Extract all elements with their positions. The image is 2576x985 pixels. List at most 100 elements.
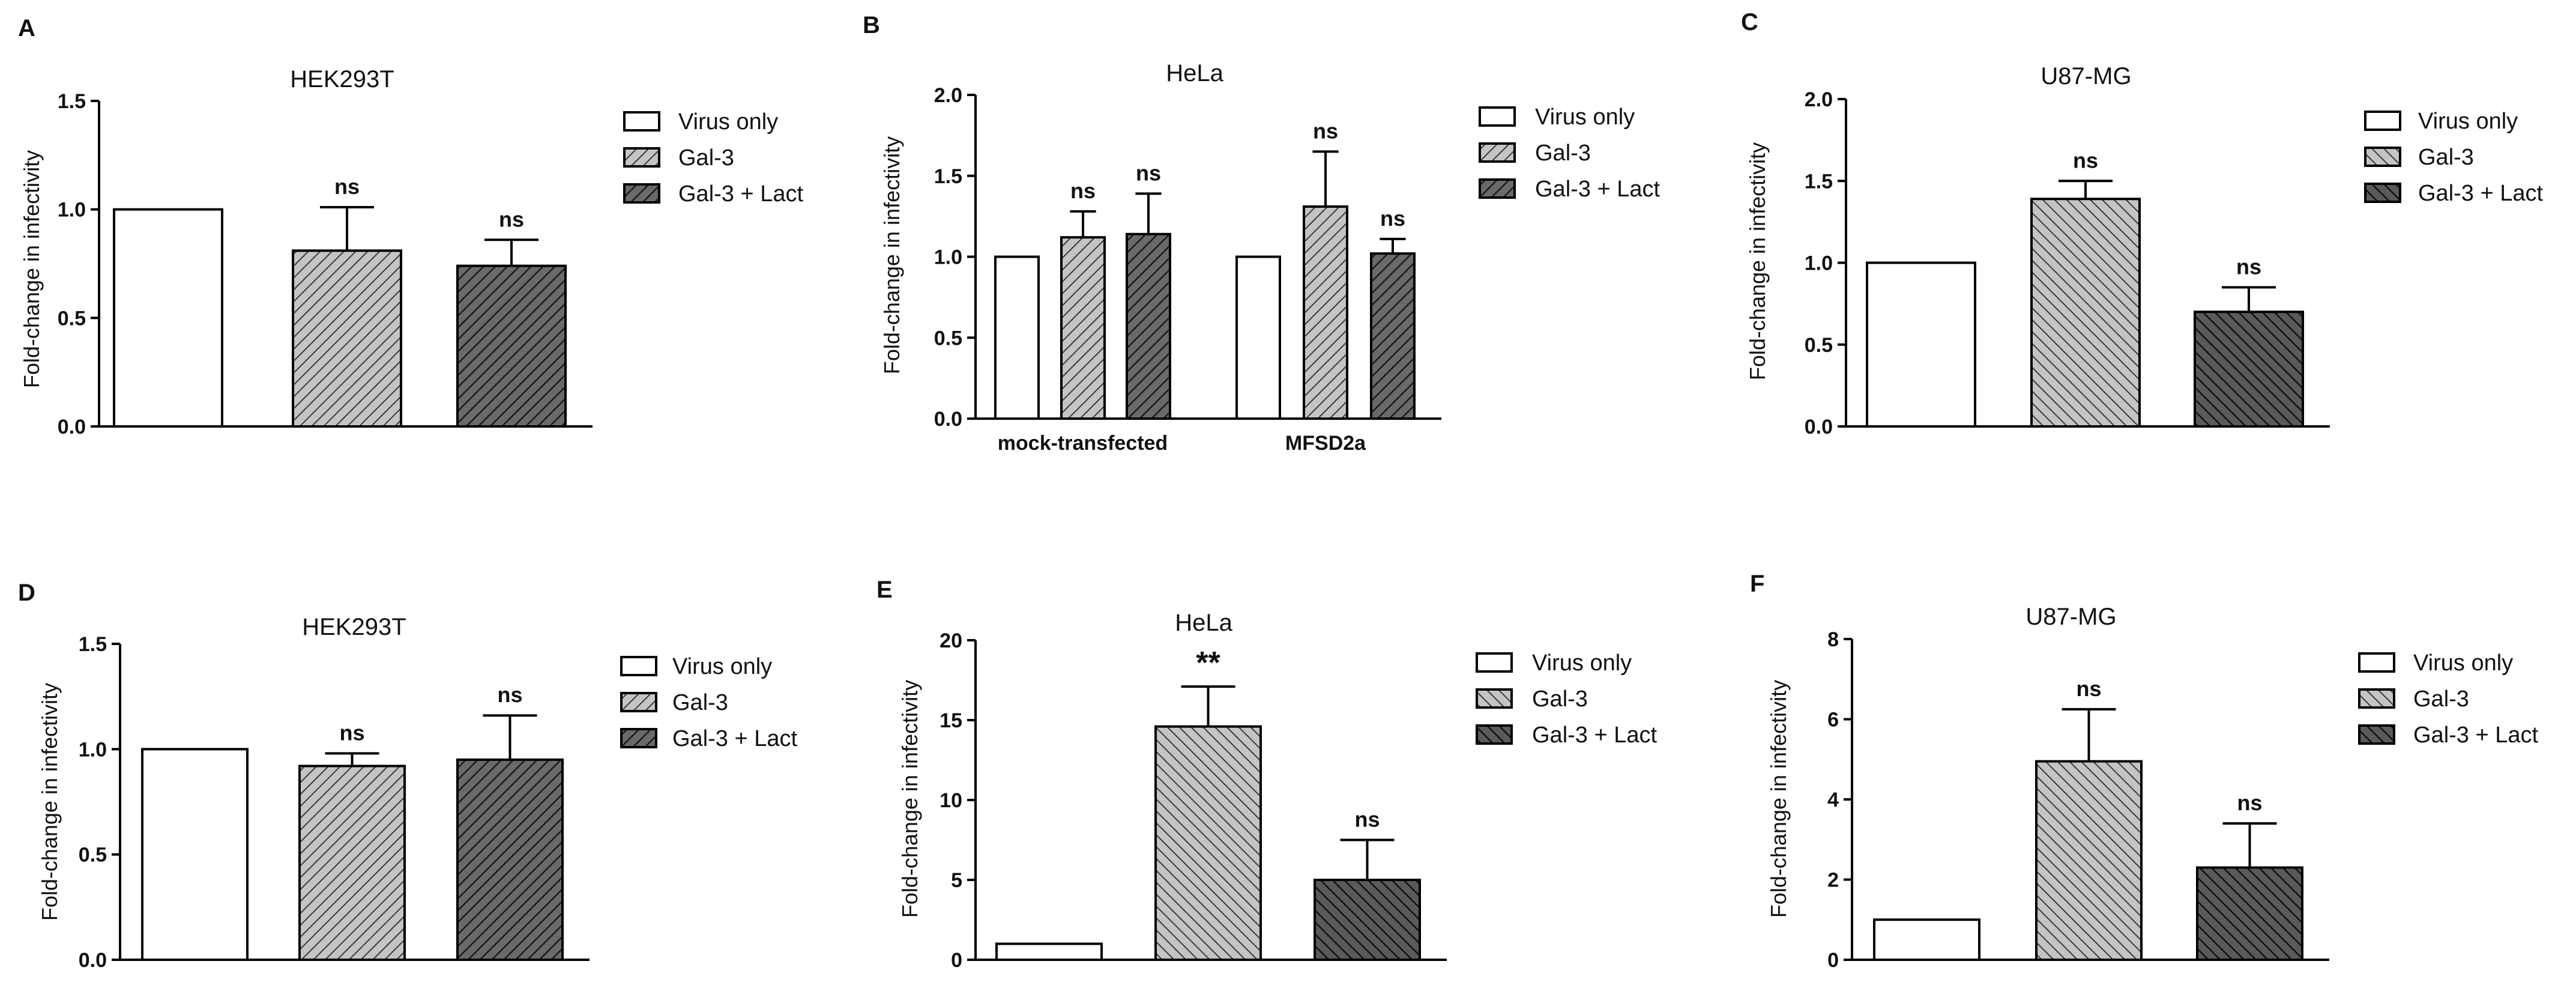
legend-label: Gal-3: [2413, 686, 2469, 712]
panel-letter: C: [1741, 9, 1758, 35]
legend-label: Gal-3 + Lact: [1535, 177, 1660, 202]
panel-letter: D: [18, 580, 35, 606]
legend-label: Gal-3 + Lact: [2413, 723, 2538, 748]
legend-label: Gal-3 + Lact: [672, 726, 797, 751]
chart-title: HEK293T: [290, 66, 394, 92]
significance-label: ns: [1070, 178, 1096, 203]
panel-b: B HeLa Fold-change in infectivity Virus …: [863, 12, 1660, 455]
bar: [1235, 255, 1281, 420]
legend: Virus only Gal-3 Gal-3 + Lact: [2364, 109, 2543, 206]
y-axis-label: Fold-change in infectivity: [879, 136, 904, 374]
y-tick-label: 0.5: [934, 327, 962, 350]
y-tick-label: 1.5: [934, 165, 962, 188]
legend-swatch-gal-3-lact: [623, 183, 660, 204]
legend: Virus only Gal-3 Gal-3 + Lact: [1479, 105, 1660, 202]
bar: [1060, 236, 1106, 420]
bar: [1126, 232, 1171, 420]
bar: [292, 249, 402, 428]
y-tick-label: 4: [1827, 789, 1839, 811]
panel-letter: A: [18, 15, 35, 41]
plot-area: 0.0 0.5 1.0 1.5 ns ns: [58, 90, 593, 438]
legend-label: Gal-3 + Lact: [2418, 181, 2543, 206]
y-tick-label: 0: [1827, 949, 1839, 972]
bar: [995, 942, 1103, 962]
legend-swatch-gal-3: [1479, 142, 1516, 163]
significance-label: ns: [2237, 790, 2262, 815]
panel-a: A HEK293T Fold-change in infectivity Vir…: [18, 15, 803, 438]
y-tick-label: 2.0: [1805, 88, 1833, 111]
y-axis-label: Fold-change in infectivity: [37, 683, 62, 921]
legend: Virus only Gal-3 Gal-3 + Lact: [623, 109, 803, 207]
y-tick-label: 0.0: [1805, 416, 1833, 438]
legend-label: Gal-3 + Lact: [678, 181, 803, 207]
chart-title: HEK293T: [302, 614, 406, 640]
significance-label: ns: [2076, 676, 2101, 701]
y-tick-label: 1.0: [58, 199, 86, 222]
legend-label: Virus only: [2418, 109, 2518, 134]
y-tick-label: 6: [1827, 709, 1839, 732]
legend-label: Virus only: [1535, 105, 1635, 130]
legend-swatch-gal-3: [620, 692, 657, 712]
legend: Virus only Gal-3 Gal-3 + Lact: [1476, 650, 1657, 748]
legend-swatch-gal-3-lact: [620, 728, 657, 748]
plot-area: 0.0 0.5 1.0 1.5 2.0 ns ns ns ns mock-transfected M…: [934, 84, 1441, 455]
y-tick-label: 0.0: [79, 949, 107, 972]
legend-swatch-gal-3: [623, 147, 660, 168]
panel-d: D HEK293T Fold-change in infectivity Vir…: [18, 580, 797, 972]
y-tick-label: 0.5: [79, 844, 107, 867]
bar: [994, 255, 1040, 420]
bar: [2030, 198, 2141, 428]
bar: [1303, 205, 1348, 420]
legend-label: Gal-3 + Lact: [1532, 723, 1657, 748]
y-tick-label: 2.0: [934, 84, 962, 107]
y-tick-label: 1.5: [79, 633, 107, 656]
y-tick-label: 20: [940, 629, 962, 652]
y-tick-label: 8: [1827, 628, 1839, 651]
y-tick-label: 0.0: [58, 416, 86, 438]
panel-c: C U87-MG Fold-change in infectivity Viru…: [1741, 9, 2543, 438]
significance-label: ns: [1136, 160, 1161, 185]
significance-label: ns: [2073, 148, 2098, 172]
y-tick-label: 0.0: [934, 408, 962, 431]
legend-swatch-gal-3: [2358, 688, 2395, 709]
y-tick-label: 0: [951, 949, 962, 972]
bar: [1873, 918, 1980, 961]
plot-area: 0.0 0.5 1.0 1.5 2.0 ns ns: [1805, 88, 2330, 438]
significance-label: ns: [499, 207, 524, 231]
bar: [1866, 261, 1976, 428]
bar: [456, 758, 564, 962]
significance-label: ns: [497, 682, 522, 707]
panel-letter: E: [876, 577, 893, 603]
significance-label: ns: [2236, 254, 2261, 279]
legend-label: Gal-3: [1535, 141, 1591, 166]
legend-swatch-virus-only: [620, 656, 657, 676]
chart-title: HeLa: [1175, 610, 1232, 636]
panel-letter: F: [1750, 571, 1764, 597]
y-tick-label: 2: [1827, 869, 1839, 892]
bar: [2196, 866, 2303, 961]
legend-swatch-virus-only: [2364, 111, 2401, 131]
plot-area: 0.0 0.5 1.0 1.5 ns ns: [79, 633, 590, 972]
y-tick-label: 5: [951, 869, 962, 892]
legend-label: Gal-3: [2418, 145, 2474, 170]
chart-title: U87-MG: [2026, 604, 2116, 630]
x-tick-label: mock-transfected: [998, 432, 1168, 455]
legend-swatch-gal-3: [2364, 147, 2401, 167]
legend-swatch-virus-only: [2358, 652, 2395, 673]
legend-label: Virus only: [2413, 650, 2513, 676]
bar: [1314, 879, 1421, 961]
plot-area: 0 2 4 6 8 ns ns: [1827, 628, 2329, 972]
legend-label: Gal-3: [672, 690, 728, 715]
legend-swatch-gal-3-lact: [2364, 183, 2401, 203]
chart-title: HeLa: [1166, 60, 1223, 86]
legend-label: Virus only: [678, 109, 778, 135]
legend-label: Virus only: [672, 654, 772, 679]
significance-label: ns: [1380, 206, 1405, 231]
y-tick-label: 1.5: [1805, 170, 1833, 193]
significance-label: ns: [1313, 118, 1338, 143]
significance-label: ns: [334, 174, 360, 199]
y-axis-label: Fold-change in infectivity: [19, 150, 44, 388]
y-tick-label: 1.0: [934, 246, 962, 269]
legend-swatch-gal-3: [1476, 688, 1513, 709]
